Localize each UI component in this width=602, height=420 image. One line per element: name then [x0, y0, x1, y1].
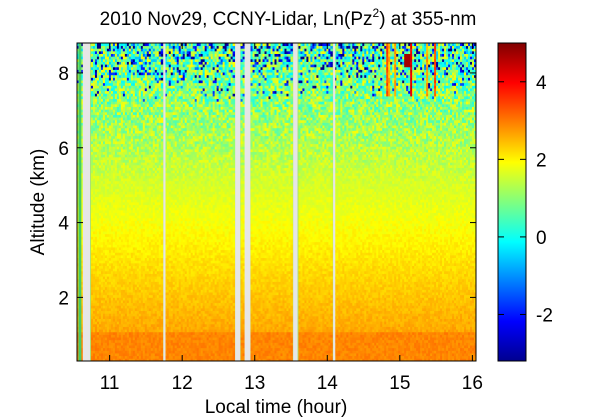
y-tick-label: 4: [58, 214, 69, 235]
data-gap: [163, 43, 165, 361]
data-gap: [78, 43, 81, 361]
colorbar: [498, 43, 526, 361]
x-axis-label: Local time (hour): [205, 397, 348, 418]
colorbar-tick-label: 2: [536, 150, 547, 171]
chart-title: 2010 Nov29, CCNY-Lidar, Ln(Pz2) at 355-n…: [100, 6, 477, 30]
heatmap-area: [77, 43, 476, 361]
colorbar-tick-label: -2: [536, 305, 553, 326]
y-tick-label: 6: [58, 139, 69, 160]
y-tick-label: 2: [58, 288, 69, 309]
data-gap: [333, 43, 335, 361]
data-gap: [293, 43, 297, 361]
x-tick-label: 15: [389, 373, 410, 394]
x-tick-label: 14: [317, 373, 339, 394]
y-axis-label: Altitude (km): [28, 149, 49, 256]
colorbar-tick-label: 0: [536, 228, 547, 249]
colorbar-tick-label: 4: [536, 73, 547, 94]
x-tick-label: 11: [100, 373, 120, 394]
data-gap: [235, 43, 240, 361]
x-tick-label: 16: [462, 373, 483, 394]
x-tick-label: 12: [172, 373, 193, 394]
y-tick-label: 8: [58, 64, 69, 85]
data-gap: [83, 43, 90, 361]
x-tick-label: 13: [244, 373, 265, 394]
data-gap: [245, 43, 251, 361]
